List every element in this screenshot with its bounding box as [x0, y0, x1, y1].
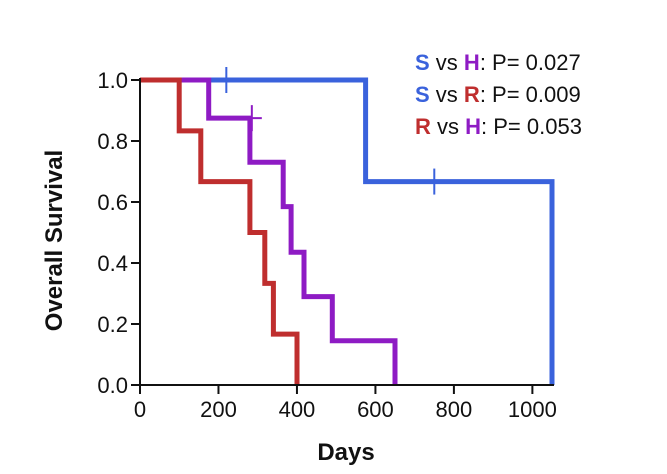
- group-label: R: [464, 82, 480, 107]
- y-tick-label: 0.0: [97, 373, 128, 398]
- pvalue-annotation-0: S vs H: P= 0.027: [415, 50, 581, 75]
- pvalue-annotation-2: R vs H: P= 0.053: [415, 114, 582, 139]
- y-tick-label: 0.6: [97, 190, 128, 215]
- group-label: S: [415, 50, 430, 75]
- y-axis-title: Overall Survival: [41, 150, 68, 331]
- y-tick-label: 1.0: [97, 68, 128, 93]
- group-label: R: [415, 114, 431, 139]
- censor-mark-s-0: [216, 67, 237, 93]
- y-tick-label: 0.4: [97, 251, 128, 276]
- series-line-s: [140, 77, 555, 385]
- versus-label: vs: [431, 114, 465, 139]
- x-tick-label: 0: [134, 397, 146, 422]
- group-label: S: [415, 82, 430, 107]
- x-tick-label: 600: [357, 397, 394, 422]
- x-tick-label: 1000: [508, 397, 557, 422]
- pvalue-annotation-1: S vs R: P= 0.009: [415, 82, 581, 107]
- p-value-label: : P= 0.027: [480, 50, 581, 75]
- x-tick-label: 200: [200, 397, 237, 422]
- versus-label: vs: [430, 50, 464, 75]
- censor-mark-h-0: [241, 105, 262, 132]
- censor-mark-s-1: [424, 168, 445, 195]
- series-line-h: [140, 77, 398, 385]
- x-tick-label: 800: [436, 397, 473, 422]
- versus-label: vs: [430, 82, 464, 107]
- series-layer: [140, 67, 555, 385]
- p-value-label: : P= 0.053: [481, 114, 582, 139]
- group-label: H: [464, 50, 480, 75]
- p-value-label: : P= 0.009: [480, 82, 581, 107]
- series-line-r: [140, 77, 300, 385]
- x-axis-title: Days: [317, 439, 374, 466]
- group-label: H: [465, 114, 481, 139]
- axes-layer: 0.0 0.2 0.4 0.6 0.8 1.0 0 200 400 600 800 1000 Days O…: [41, 68, 557, 466]
- x-tick-label: 400: [279, 397, 316, 422]
- y-tick-label: 0.2: [97, 312, 128, 337]
- y-tick-label: 0.8: [97, 129, 128, 154]
